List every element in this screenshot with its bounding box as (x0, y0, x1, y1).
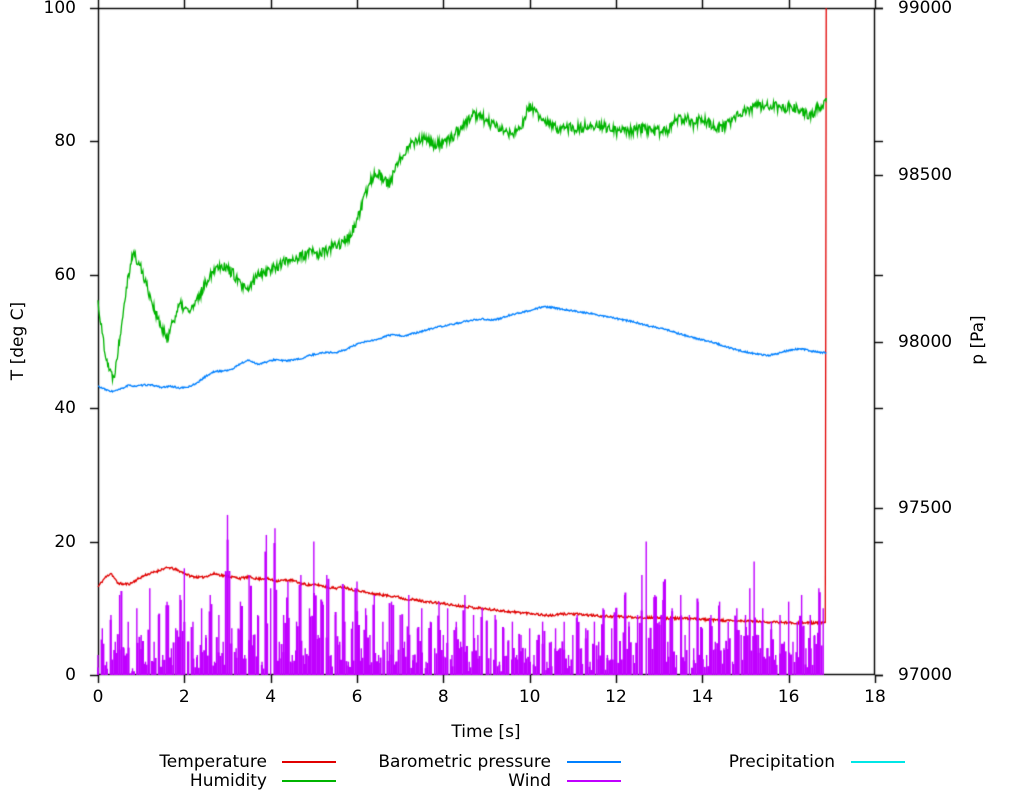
y-left-tick-label: 20 (54, 531, 76, 552)
x-tick-label: 16 (777, 687, 800, 707)
y-left-tick-label: 0 (65, 665, 76, 685)
x-tick-label: 6 (351, 687, 363, 707)
legend-line-barometric-pressure-icon (567, 761, 621, 763)
legend-entry-wind: Wind (388, 771, 621, 791)
x-tick-label: 8 (437, 687, 449, 707)
legend-line-humidity-icon (282, 780, 336, 782)
x-tick-label: 2 (178, 687, 190, 707)
x-tick-label: 10 (518, 687, 541, 707)
legend-entry-barometric-pressure: Barometric pressure (378, 752, 621, 772)
x-tick-label: 12 (605, 687, 627, 707)
legend-entry-precipitation: Precipitation (672, 752, 905, 772)
y-left-tick-label: 40 (54, 398, 76, 419)
y-right-tick-label: 98000 (898, 331, 953, 352)
y-left-tick-label: 80 (54, 131, 76, 152)
y-left-tick-label: 100 (43, 0, 76, 18)
y-axis-title-left: T [deg C] (8, 301, 28, 381)
legend-entry-temperature: Temperature (159, 752, 337, 772)
y-right-tick-label: 97500 (898, 498, 953, 519)
x-tick-label: 4 (265, 687, 277, 707)
x-tick-label: 14 (691, 687, 714, 707)
legend-label-wind: Wind (508, 771, 551, 791)
y-right-tick-label: 99000 (898, 0, 953, 18)
y-right-tick-label: 98500 (898, 164, 953, 185)
legend-line-wind-icon (567, 780, 621, 782)
y-right-tick-label: 97000 (898, 665, 953, 685)
y-axis-title-right: p [Pa] (968, 315, 988, 365)
legend-label-barometric-pressure: Barometric pressure (378, 752, 551, 772)
legend-entry-humidity: Humidity (160, 771, 337, 791)
x-tick-label: 18 (864, 687, 886, 707)
legend-line-temperature-icon (282, 761, 336, 763)
legend-line-precipitation-icon (851, 761, 905, 763)
legend-label-temperature: Temperature (159, 752, 267, 772)
x-axis-title: Time [s] (451, 722, 521, 742)
x-tick-label: 0 (92, 687, 104, 707)
y-left-tick-label: 60 (54, 264, 76, 285)
legend-label-humidity: Humidity (189, 771, 267, 791)
legend-label-precipitation: Precipitation (728, 752, 835, 772)
